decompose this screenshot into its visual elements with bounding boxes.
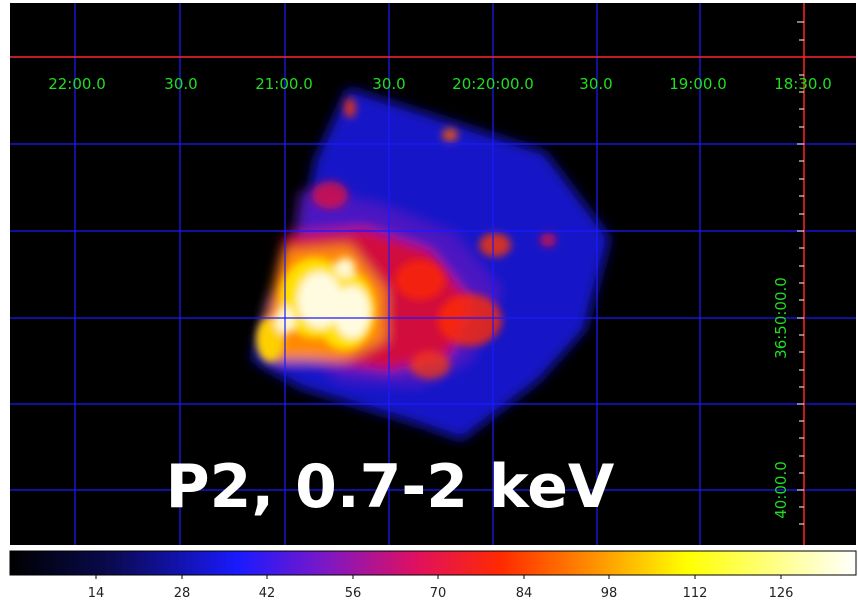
colorbar-tick-label: 70 (430, 586, 447, 601)
image-caption: P2, 0.7-2 keV (166, 452, 615, 522)
ra-label: 30.0 (579, 75, 612, 93)
colorbar-tick-label: 112 (683, 586, 708, 601)
colorbar: 14 28 42 56 70 84 98 112 126 (9, 550, 857, 601)
colorbar-gradient (9, 550, 857, 576)
emission-region (252, 88, 610, 440)
ra-label: 20:20:00.0 (452, 75, 534, 93)
dec-axis-labels: 36:50:00.0 40:00.0 (772, 277, 790, 519)
ra-label: 22:00.0 (48, 75, 106, 93)
colorbar-tick-label: 14 (88, 586, 105, 601)
colorbar-tick-marks (95, 575, 782, 579)
colorbar-tick-label: 42 (259, 586, 276, 601)
ra-label: 21:00.0 (255, 75, 313, 93)
colorbar-tick-label: 28 (174, 586, 191, 601)
axis-crosshair (10, 3, 856, 545)
colorbar-tick-label: 126 (769, 586, 794, 601)
ra-label: 19:00.0 (669, 75, 727, 93)
ra-label: 30.0 (372, 75, 405, 93)
dec-label: 40:00.0 (772, 461, 790, 519)
colorbar-tick-label: 84 (516, 586, 533, 601)
dec-label: 36:50:00.0 (772, 277, 790, 359)
colorbar-tick-label: 56 (345, 586, 362, 601)
dec-axis-ticks (797, 21, 804, 525)
ra-axis-labels: 22:00.0 30.0 21:00.0 30.0 20:20:00.0 30.… (48, 75, 832, 93)
ra-label: 30.0 (164, 75, 197, 93)
colorbar-tick-label: 98 (601, 586, 618, 601)
ra-label: 18:30.0 (774, 75, 832, 93)
